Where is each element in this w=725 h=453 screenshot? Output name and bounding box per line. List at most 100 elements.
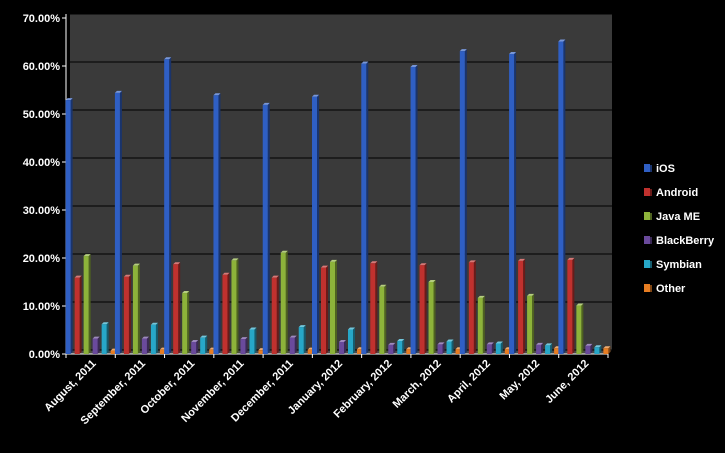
bar-top <box>65 98 73 101</box>
bar-java-me <box>428 280 436 354</box>
bar-top <box>262 102 270 105</box>
bar-front <box>110 350 116 354</box>
y-tick-label: 0.00% <box>29 349 60 361</box>
bar-front <box>191 342 197 354</box>
bar-top <box>182 291 190 294</box>
bar-top <box>164 57 172 60</box>
legend-item-blackberry: BlackBerry <box>644 235 715 247</box>
bar-side <box>563 39 566 355</box>
bar-top <box>477 295 485 298</box>
bar-symbian <box>298 325 306 354</box>
y-tick-label: 70.00% <box>23 13 61 25</box>
bar-symbian <box>348 327 355 354</box>
bar-android <box>567 257 575 354</box>
bar-front <box>200 337 206 354</box>
bar-side <box>550 343 553 354</box>
bar-side <box>366 61 369 354</box>
legend-label: Other <box>656 283 686 295</box>
bar-front <box>545 345 551 354</box>
bar-blackberry <box>585 343 593 354</box>
bar-side <box>276 275 279 354</box>
legend-label: BlackBerry <box>656 235 715 247</box>
bar-front <box>231 260 237 354</box>
bar-top <box>141 336 149 339</box>
legend-item-android: Android <box>644 187 698 199</box>
bar-top <box>388 342 396 345</box>
bar-front <box>182 293 188 354</box>
bar-top <box>280 250 288 253</box>
bar-front <box>419 265 425 354</box>
bar-front <box>83 256 89 354</box>
bar-side <box>285 250 288 354</box>
bar-side <box>178 262 181 354</box>
bar-top <box>92 336 100 339</box>
bar-blackberry <box>141 336 149 354</box>
bar-front <box>486 344 492 354</box>
bar-blackberry <box>92 336 100 354</box>
bar-android <box>173 262 181 354</box>
bar-blackberry <box>240 337 248 354</box>
bar-blackberry <box>486 342 494 354</box>
bar-side <box>218 93 221 354</box>
legend-swatch <box>644 212 650 220</box>
bar-side <box>236 258 239 354</box>
bar-side <box>97 336 100 354</box>
bar-side <box>464 49 467 355</box>
legend-label: iOS <box>656 163 675 175</box>
bar-java-me <box>576 303 584 354</box>
bar-front <box>123 276 129 354</box>
bar-top <box>101 322 109 325</box>
bar-front <box>379 286 385 354</box>
bar-top <box>361 61 369 64</box>
legend-swatch-side <box>650 165 652 172</box>
bar-side <box>128 274 131 354</box>
bar-front <box>213 95 219 354</box>
bar-top <box>419 263 427 266</box>
legend-label: Android <box>656 187 698 199</box>
bar-front <box>240 339 246 354</box>
bar-top <box>536 342 544 345</box>
bar-front <box>114 92 120 354</box>
bar-side <box>326 265 328 354</box>
bar-blackberry <box>388 342 396 354</box>
bar-top <box>468 260 476 263</box>
bar-top <box>397 339 405 342</box>
bar-side <box>375 261 378 354</box>
bar-top <box>576 303 584 306</box>
bar-front <box>339 342 344 354</box>
bar-top <box>330 259 337 262</box>
bar-front <box>159 349 165 354</box>
bars-group <box>65 39 611 355</box>
bar-android <box>370 261 378 354</box>
bar-symbian <box>249 327 257 354</box>
bar-java-me <box>231 258 239 354</box>
bar-side <box>514 52 517 354</box>
bar-top <box>173 262 181 265</box>
bar-front <box>397 341 403 354</box>
bar-front <box>209 349 215 354</box>
bar-front <box>348 329 353 354</box>
bar-front <box>518 260 524 354</box>
bar-top <box>585 343 593 346</box>
bar-side <box>393 342 396 354</box>
bar-side <box>245 337 248 354</box>
bar-symbian <box>150 322 158 354</box>
bar-top <box>446 339 454 342</box>
legend-swatch-side <box>650 285 652 292</box>
bar-ios <box>262 102 270 354</box>
bar-top <box>191 340 199 342</box>
bar-java-me <box>182 291 190 354</box>
bar-side <box>169 57 172 354</box>
bar-front <box>298 327 304 354</box>
bar-side <box>491 342 494 354</box>
bar-top <box>83 254 91 257</box>
bar-side <box>79 275 82 354</box>
bar-front <box>603 348 609 354</box>
gridline <box>65 61 612 67</box>
bar-side <box>106 322 109 354</box>
bar-front <box>307 349 313 354</box>
bar-java-me <box>527 293 535 354</box>
bar-android <box>321 265 328 354</box>
bar-side <box>155 322 158 354</box>
bar-side <box>317 94 319 354</box>
